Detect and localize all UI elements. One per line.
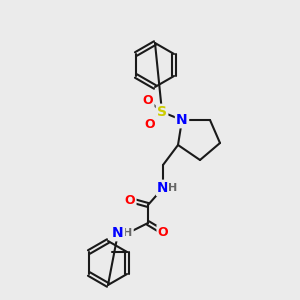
Text: O: O <box>145 118 155 130</box>
Text: H: H <box>168 183 178 193</box>
Text: N: N <box>157 181 169 195</box>
Text: O: O <box>143 94 153 106</box>
Text: S: S <box>157 105 167 119</box>
Text: N: N <box>112 226 124 240</box>
Text: N: N <box>176 113 188 127</box>
Text: H: H <box>123 228 133 238</box>
Text: O: O <box>125 194 135 206</box>
Text: O: O <box>158 226 168 238</box>
